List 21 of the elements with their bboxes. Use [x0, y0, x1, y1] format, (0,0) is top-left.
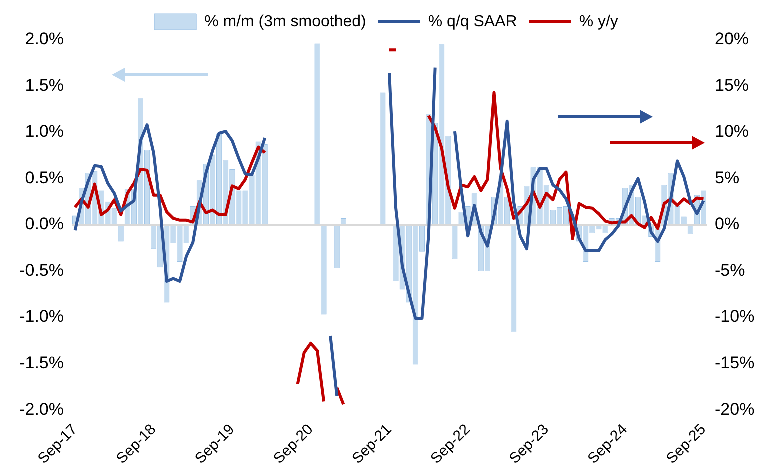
y2-tick-label: 15% — [715, 76, 750, 95]
legend-label: % m/m (3m smoothed) — [204, 13, 366, 30]
legend-label: % q/q SAAR — [428, 13, 518, 30]
y-tick-label: 1.0% — [25, 122, 64, 142]
y-tick-label: -0.5% — [20, 260, 64, 280]
legend-label: % y/y — [579, 13, 618, 30]
y2-tick-label: -5% — [715, 260, 746, 280]
y2-tick-label: -10% — [715, 307, 755, 326]
y-tick-label: 1.5% — [25, 76, 64, 95]
y2-tick-label: 5% — [715, 168, 740, 188]
y2-tick-label: -15% — [715, 354, 755, 372]
y-tick-label: 0.5% — [25, 168, 64, 188]
y-tick-label: 2.0% — [25, 30, 64, 49]
y-tick-label: -2.0% — [20, 400, 64, 419]
y2-tick-label: 20% — [715, 30, 750, 49]
y2-tick-label: -20% — [715, 400, 755, 419]
y-tick-label: -1.0% — [20, 307, 64, 326]
y-tick-label: 0.0% — [25, 214, 64, 234]
y2-tick-label: 10% — [715, 122, 750, 142]
y2-tick-label: 0% — [715, 214, 740, 234]
y-tick-label: -1.5% — [20, 354, 64, 372]
